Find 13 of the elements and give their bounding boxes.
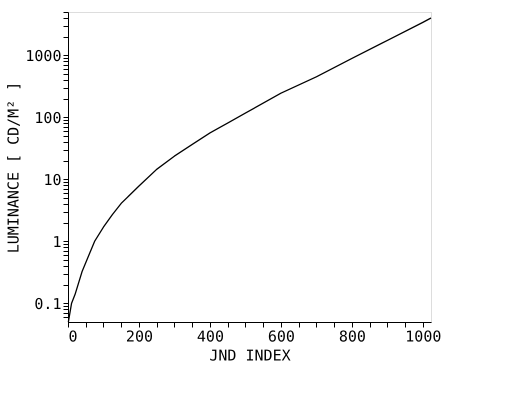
x-tick-label: 1000 [405,328,442,346]
y-tick-label: 0.1 [34,294,62,313]
y-axis-title: LUMINANCE [ CD/M² ] [4,82,22,254]
y-tick-label: 10 [43,170,62,189]
x-tick-label: 200 [126,328,154,346]
x-tick-label: 0 [68,328,78,346]
x-axis-title: JND INDEX [209,346,291,364]
y-tick-label: 1 [52,232,62,251]
y-tick-label: 100 [34,108,62,127]
x-tick-label: 800 [338,328,366,346]
x-tick-label: 600 [268,328,295,346]
y-tick-label: 1000 [25,46,62,65]
x-tick-label: 400 [196,328,224,346]
